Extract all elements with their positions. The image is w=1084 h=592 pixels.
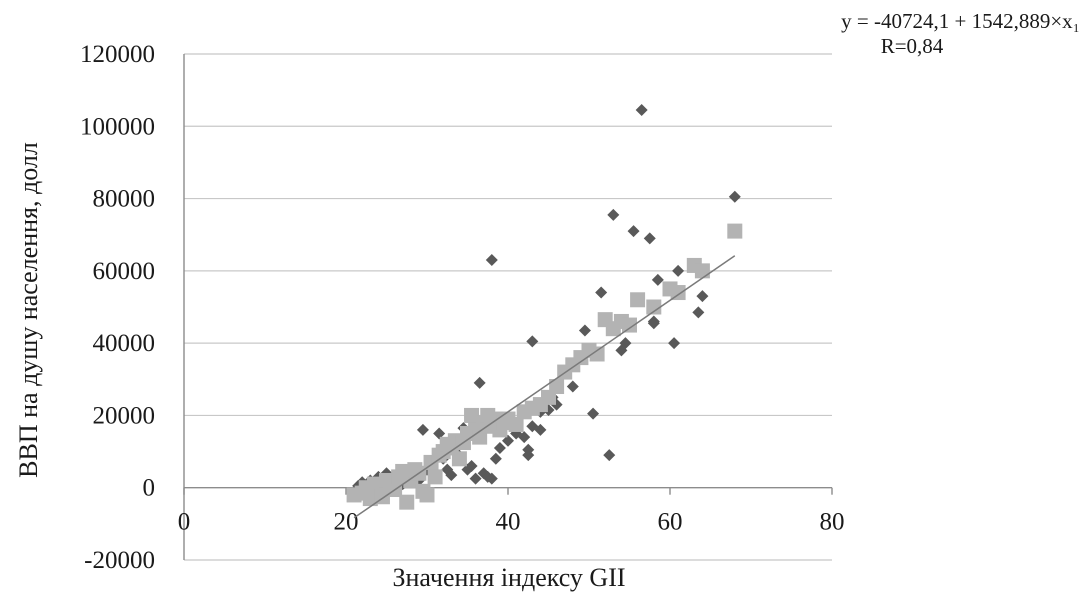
square-point bbox=[399, 494, 415, 510]
diamond-point bbox=[692, 306, 705, 319]
diamond-point bbox=[485, 254, 498, 267]
diamond-point bbox=[534, 423, 547, 436]
y-tick-label: 20000 bbox=[93, 402, 156, 429]
x-axis-label: Значення індексу GII bbox=[392, 563, 625, 592]
diamond-point bbox=[627, 225, 640, 238]
diamond-point bbox=[728, 190, 741, 203]
tick-labels: -20000 0 20000 40000 60000 80000 100000 120000 0… bbox=[80, 41, 845, 574]
diamond-point bbox=[445, 469, 458, 482]
y-axis-label: ВВП на душу населення, долл bbox=[14, 142, 43, 478]
x-tick-label: 40 bbox=[496, 509, 521, 536]
diamond-point bbox=[465, 460, 478, 473]
axes bbox=[183, 54, 833, 560]
gridlines bbox=[184, 53, 832, 561]
correlation-label: R=0,84 bbox=[881, 34, 944, 58]
data-points bbox=[346, 104, 743, 510]
diamond-point bbox=[578, 324, 591, 337]
square-point bbox=[451, 451, 467, 467]
trendline-group bbox=[353, 255, 736, 519]
x-tick-label: 20 bbox=[334, 509, 359, 536]
diamond-point bbox=[473, 376, 486, 389]
diamond-point bbox=[526, 335, 539, 348]
y-tick-label: 80000 bbox=[93, 186, 156, 213]
diamond-point bbox=[647, 315, 660, 328]
diamond-point bbox=[603, 449, 616, 462]
square-point bbox=[694, 263, 710, 279]
diamond-point bbox=[566, 380, 579, 393]
diamond-point bbox=[619, 337, 632, 350]
square-point bbox=[464, 407, 480, 423]
square-point bbox=[508, 416, 524, 432]
square-point bbox=[727, 223, 743, 239]
diamond-point bbox=[416, 423, 429, 436]
diamond-point bbox=[489, 452, 502, 465]
diamond-point bbox=[635, 104, 648, 117]
square-point bbox=[362, 491, 378, 507]
diamond-point bbox=[696, 290, 709, 303]
square-point bbox=[630, 292, 646, 308]
square-point bbox=[646, 299, 662, 315]
y-tick-label: 100000 bbox=[80, 113, 155, 140]
diamond-point bbox=[607, 208, 620, 221]
square-point bbox=[427, 469, 443, 485]
square-point bbox=[622, 317, 637, 333]
diamond-point bbox=[518, 431, 531, 444]
diamond-point bbox=[651, 273, 664, 286]
diamond-point bbox=[643, 232, 656, 245]
diamond-point bbox=[485, 472, 498, 485]
square-point bbox=[419, 487, 435, 503]
diamond-point bbox=[672, 264, 685, 277]
diamond-point bbox=[433, 427, 446, 440]
y-tick-label: 120000 bbox=[80, 41, 155, 68]
square-point bbox=[589, 346, 605, 362]
y-tick-label: -20000 bbox=[84, 547, 155, 574]
square-point bbox=[549, 379, 565, 395]
x-tick-label: 0 bbox=[178, 509, 191, 536]
diamond-point bbox=[469, 472, 482, 485]
x-tick-label: 80 bbox=[820, 509, 845, 536]
y-tick-label: 40000 bbox=[93, 330, 156, 357]
regression-equation: y = -40724,1 + 1542,889×x₁ bbox=[841, 9, 1080, 33]
square-point bbox=[670, 285, 686, 301]
x-tick-label: 60 bbox=[658, 509, 683, 536]
diamond-point bbox=[522, 443, 535, 456]
diamond-point bbox=[502, 434, 514, 447]
diamond-point bbox=[595, 286, 608, 299]
diamond-point bbox=[493, 441, 506, 454]
diamond-point bbox=[587, 407, 600, 420]
y-tick-label: 0 bbox=[143, 475, 156, 502]
y-tick-label: 60000 bbox=[93, 258, 156, 285]
trendline bbox=[353, 255, 736, 519]
diamond-point bbox=[668, 337, 681, 350]
